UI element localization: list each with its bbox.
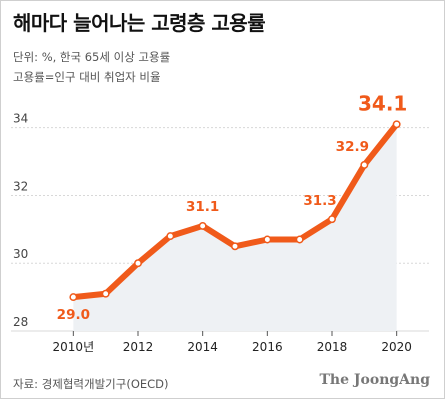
chart-subtitle-units: 단위: %, 한국 65세 이상 고용률: [13, 50, 171, 64]
data-point-2018: [328, 215, 336, 224]
chart-subtitle-definition: 고용률=인구 대비 취업자 비율: [13, 70, 161, 84]
y-tick-label-28: 28: [13, 315, 28, 329]
data-point-2010: [69, 293, 78, 302]
data-label-2019: 32.9: [336, 139, 369, 155]
x-tick-label-2014: 2014: [187, 340, 218, 354]
data-point-2013: [166, 232, 175, 241]
y-tick-label-34: 34: [13, 112, 28, 126]
x-tick-label-2018: 2018: [317, 340, 348, 354]
area-fill: [73, 124, 397, 332]
data-point-2011: [101, 289, 110, 298]
source-note: 자료: 경제협력개발기구(OECD): [13, 377, 169, 391]
x-tick-label-2012: 2012: [123, 340, 154, 354]
chart-title: 해마다 늘어나는 고령층 고용률: [13, 11, 266, 35]
data-point-2012: [134, 259, 142, 268]
data-point-2015: [231, 242, 239, 251]
x-tick-label-2016: 2016: [252, 340, 283, 354]
employment-rate-chart: 28 30 32 34 2010년 2012 2014 2016 2018 2020 29.0 31.…: [11, 91, 429, 354]
data-label-2020: 34.1: [358, 91, 407, 115]
data-point-2020: [392, 120, 401, 129]
data-label-2014: 31.1: [186, 199, 219, 215]
data-point-2014: [198, 221, 207, 230]
x-tick-label-2010: 2010년: [53, 340, 95, 354]
publisher-logo: The JoongAng: [319, 372, 430, 388]
x-tick-label-2020: 2020: [381, 340, 412, 354]
data-point-2019: [360, 160, 369, 169]
data-label-2018: 31.3: [303, 193, 336, 209]
data-point-2017: [295, 235, 304, 244]
y-tick-label-32: 32: [13, 179, 28, 193]
data-point-2016: [263, 235, 272, 244]
y-tick-label-30: 30: [13, 247, 28, 261]
data-label-2010: 29.0: [57, 307, 90, 323]
